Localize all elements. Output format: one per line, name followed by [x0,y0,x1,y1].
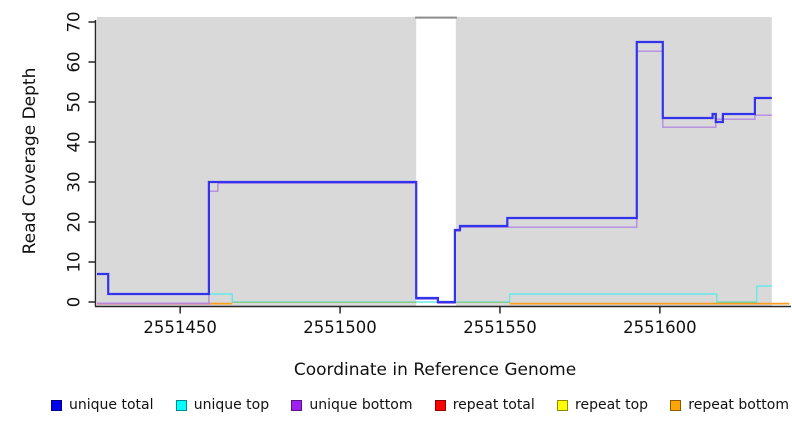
series-unique_bottom [97,50,772,304]
series-unique_total [97,40,772,304]
unique-top-swatch-icon [175,400,187,411]
y-axis-title: Read Coverage Depth [20,67,40,255]
legend-item-repeat-bottom: repeat bottom [670,398,789,413]
legend-item-repeat-total: repeat total [434,397,535,413]
legend-label: unique total [69,397,154,413]
repeat-total-swatch-icon [434,400,446,411]
y-tick-label: 20 [64,211,84,233]
x-tick-label: 2551550 [463,318,537,337]
repeat-bottom-swatch-icon [670,400,682,411]
repeat-top-swatch-icon [557,400,569,411]
legend-item-unique-total: unique total [51,398,153,413]
y-tick-label: 50 [64,91,84,113]
legend-label: repeat total [452,397,535,413]
x-tick-label: 2551500 [303,318,377,337]
legend-label: repeat top [575,397,649,413]
y-tick-label: 70 [64,11,84,33]
x-axis-title: Coordinate in Reference Genome [293,360,577,380]
y-tick-label: 0 [64,296,84,308]
y-tick-label: 30 [64,171,84,193]
legend-label: unique bottom [309,397,413,413]
legend: unique total unique top unique bottom repea… [51,398,789,413]
x-tick-label: 2551600 [623,318,697,337]
legend-item-unique-bottom: unique bottom [291,398,412,413]
unique-bottom-swatch-icon [291,400,303,411]
unique-total-swatch-icon [51,400,62,411]
legend-label: unique top [193,397,270,413]
x-tick-label: 2551450 [143,318,217,337]
legend-label: repeat bottom [688,397,789,413]
y-tick-label: 60 [64,51,84,73]
y-tick-label: 40 [64,131,84,153]
covered-region-1 [97,17,417,306]
gap-marker-line [415,16,457,19]
covered-region-2 [455,17,772,306]
legend-item-repeat-top: repeat top [557,398,648,413]
y-tick-label: 10 [64,251,84,273]
coverage-plot-canvas [88,16,791,314]
legend-item-unique-top: unique top [175,397,270,413]
